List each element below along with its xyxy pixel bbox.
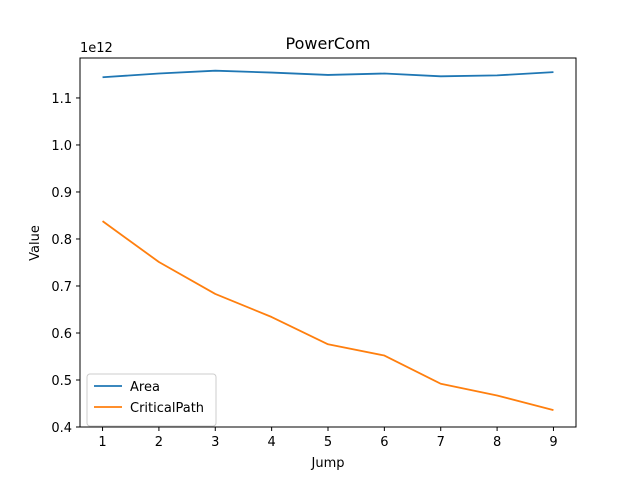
- y-offset-text: 1e12: [80, 41, 113, 56]
- chart-title: PowerCom: [286, 34, 371, 53]
- x-tick-label: 8: [493, 435, 501, 450]
- series-lines: [102, 69, 554, 411]
- series-line-area: [102, 69, 554, 79]
- y-tick-label: 0.6: [51, 327, 72, 342]
- series-line-criticalpath: [102, 220, 554, 411]
- plot-frame: [79, 57, 577, 428]
- x-tick-label: 3: [211, 435, 219, 450]
- y-tick-label: 0.9: [51, 186, 72, 201]
- y-axis-label: Value: [28, 225, 43, 261]
- y-tick-label: 0.7: [51, 280, 72, 295]
- legend-entry: CriticalPath: [130, 401, 204, 416]
- y-tick-label: 1.1: [51, 92, 72, 107]
- y-tick-label: 0.4: [51, 421, 72, 436]
- x-axis-label: Jump: [311, 456, 345, 471]
- x-tick-label: 6: [380, 435, 388, 450]
- x-tick-label: 4: [267, 435, 275, 450]
- y-tick-label: 1.0: [51, 139, 72, 154]
- x-axis: 1 2 3 4 5 6 7 8 9: [98, 427, 558, 450]
- x-tick-label: 2: [155, 435, 163, 450]
- legend-box: [86, 373, 217, 427]
- x-tick-label: 5: [324, 435, 332, 450]
- y-tick-label: 0.5: [51, 374, 72, 389]
- x-tick-label: 7: [437, 435, 445, 450]
- y-tick-label: 0.8: [51, 233, 72, 248]
- y-axis: 0.4 0.5 0.6 0.7 0.8 0.9 1.0 1.1: [51, 92, 80, 436]
- x-tick-label: 9: [549, 435, 557, 450]
- x-tick-label: 1: [98, 435, 106, 450]
- legend-entry: Area: [130, 380, 160, 395]
- legend: Area CriticalPath: [86, 373, 217, 427]
